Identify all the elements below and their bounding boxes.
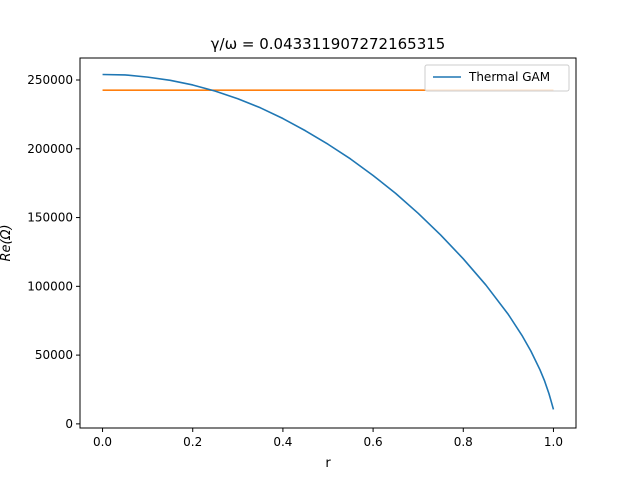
x-tick-label: 0.0 [93, 435, 112, 449]
x-tick-label: 0.2 [183, 435, 202, 449]
x-tick-label: 0.6 [364, 435, 383, 449]
y-axis-ticks: 0 50000 100000 150000 200000 250000 [27, 73, 80, 431]
y-tick-label: 250000 [27, 73, 73, 87]
x-axis-ticks: 0.0 0.2 0.4 0.6 0.8 1.0 [93, 428, 563, 449]
y-axis-label: Re(Ω) [0, 224, 14, 261]
chart-title: γ/ω = 0.043311907272165315 [211, 35, 446, 53]
x-axis-label: r [325, 456, 331, 471]
plot-area-frame [79, 57, 577, 429]
legend: Thermal GAM [424, 64, 570, 92]
y-tick-label: 100000 [27, 279, 73, 293]
y-tick-label: 0 [65, 417, 73, 431]
x-tick-label: 0.8 [454, 435, 473, 449]
y-tick-label: 50000 [35, 348, 73, 362]
y-tick-label: 150000 [27, 211, 73, 225]
legend-label-thermal-gam: Thermal GAM [468, 70, 550, 84]
y-tick-label: 200000 [27, 142, 73, 156]
x-tick-label: 0.4 [273, 435, 292, 449]
x-tick-label: 1.0 [544, 435, 563, 449]
legend-box [424, 64, 570, 92]
series-line-0 [102, 73, 555, 410]
